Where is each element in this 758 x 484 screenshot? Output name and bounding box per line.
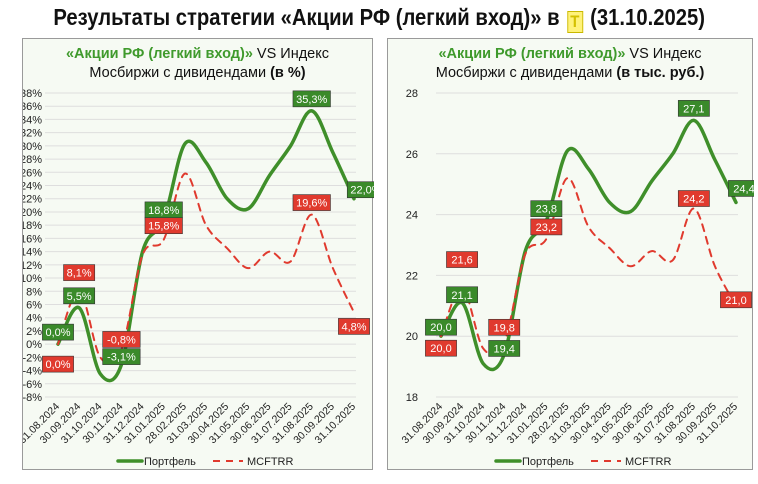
legend-mcftrr-label: MCFTRR xyxy=(247,456,293,468)
data-label-box xyxy=(42,355,74,373)
data-label-box xyxy=(530,218,563,236)
data-label: 5,5% xyxy=(67,291,92,303)
data-label: 19,6% xyxy=(296,198,327,210)
data-label-box xyxy=(488,340,521,357)
legend-portfolio-label: Портфель xyxy=(522,456,574,468)
y-tick-label: 10% xyxy=(23,273,42,285)
legend-mcftrr-label: MCFTRR xyxy=(625,456,671,468)
data-label: -3,1% xyxy=(107,352,136,364)
y-tick-label: 6% xyxy=(26,299,42,311)
y-tick-label: -6% xyxy=(23,379,42,391)
chart-svg: 18202224262831.08.202430.09.202431.10.20… xyxy=(399,88,754,468)
y-tick-label: 32% xyxy=(23,128,42,140)
data-label: 23,2 xyxy=(536,222,557,234)
data-label-box xyxy=(338,318,370,335)
data-label-box xyxy=(102,348,141,365)
data-label: 22,0% xyxy=(350,185,374,197)
data-label: 21,1 xyxy=(451,290,472,302)
y-tick-label: 24 xyxy=(406,210,418,222)
data-label-box xyxy=(728,180,754,197)
bank-logo: T xyxy=(566,11,583,33)
chart-title: «Акции РФ (легкий вход)» VS Индекс Мосбир… xyxy=(435,46,705,81)
y-tick-label: 4% xyxy=(26,313,42,325)
percent-chart-panel: «Акции РФ (легкий вход)» VS Индекс Мосбир… xyxy=(22,38,374,470)
y-tick-label: 2% xyxy=(26,326,42,338)
y-tick-label: 30% xyxy=(23,141,42,153)
y-tick-label: -4% xyxy=(23,366,42,378)
y-tick-label: 18 xyxy=(406,392,418,404)
data-label-box xyxy=(144,217,183,235)
data-label-box xyxy=(677,100,710,117)
data-label: 21,6 xyxy=(451,255,472,267)
data-label: 35,3% xyxy=(296,94,327,106)
y-tick-label: 22% xyxy=(23,194,42,206)
y-tick-label: 12% xyxy=(23,260,42,272)
y-tick-label: -8% xyxy=(23,392,42,404)
data-label-box xyxy=(63,287,96,305)
data-label: 0,0% xyxy=(45,327,70,339)
data-label-box xyxy=(720,291,752,309)
y-tick-label: 24% xyxy=(23,181,42,193)
y-tick-label: 20 xyxy=(406,331,418,343)
data-label: 19,8 xyxy=(494,322,515,334)
y-tick-label: 22 xyxy=(406,270,418,282)
data-label-box xyxy=(446,251,478,268)
y-tick-label: -2% xyxy=(23,352,42,364)
page-title: Результаты стратегии «Акции РФ (легкий в… xyxy=(0,4,758,33)
chart-svg: -8%-6%-4% -2%0%2%4% 6%8%10%12%14% 16%18%20%… xyxy=(23,88,374,468)
y-tick-label: 36% xyxy=(23,101,42,113)
data-label-box xyxy=(42,323,74,341)
data-label: 24,4 xyxy=(733,183,754,195)
data-label-box xyxy=(425,339,457,357)
data-label: 23,8 xyxy=(536,204,557,216)
data-label: 15,8% xyxy=(148,221,179,233)
data-label-box xyxy=(446,286,478,304)
data-label: 18,8% xyxy=(148,205,179,217)
y-tick-label: 34% xyxy=(23,114,42,126)
data-label: 27,1 xyxy=(683,103,704,115)
y-tick-label: 38% xyxy=(23,88,42,100)
y-tick-label: 16% xyxy=(23,233,42,245)
data-label: 20,0 xyxy=(430,343,451,355)
y-tick-label: 26% xyxy=(23,167,42,179)
data-label-box xyxy=(425,318,457,336)
y-tick-label: 14% xyxy=(23,247,42,259)
title-date: (31.10.2025) xyxy=(589,4,705,30)
mcftrr-line xyxy=(440,177,737,356)
y-tick-label: 28% xyxy=(23,154,42,166)
y-tick-label: 0% xyxy=(26,339,42,351)
data-label: 20,0 xyxy=(430,322,451,334)
data-label-box xyxy=(63,264,96,281)
data-label: 0,0% xyxy=(45,359,70,371)
y-tick-label: 20% xyxy=(23,207,42,219)
data-label-box xyxy=(346,181,374,199)
data-label: 21,0 xyxy=(725,295,746,307)
y-tick-label: 8% xyxy=(26,286,42,298)
y-tick-label: 18% xyxy=(23,220,42,232)
data-label: 19,4 xyxy=(494,343,515,355)
data-label: 8,1% xyxy=(67,268,92,280)
data-label: 24,2 xyxy=(683,194,704,206)
portfolio-line xyxy=(56,109,356,383)
title-text: Результаты стратегии «Акции РФ (легкий в… xyxy=(53,4,560,30)
data-label-box xyxy=(292,194,331,211)
data-label-box xyxy=(292,90,331,108)
data-label: -0,8% xyxy=(107,334,136,346)
data-label-box xyxy=(677,190,710,207)
data-label: 4,8% xyxy=(341,321,366,333)
legend-portfolio-label: Портфель xyxy=(144,456,196,468)
data-label-box xyxy=(102,331,141,348)
data-label-box xyxy=(488,318,521,336)
y-tick-label: 26 xyxy=(406,149,418,161)
chart-title: «Акции РФ (легкий вход)» VS Индекс Мосбир… xyxy=(65,46,330,81)
value-chart-panel: «Акции РФ (легкий вход)» VS Индекс Мосбир… xyxy=(387,38,754,470)
y-tick-label: 28 xyxy=(406,88,418,100)
portfolio-line xyxy=(439,118,738,372)
data-label-box xyxy=(530,200,563,217)
